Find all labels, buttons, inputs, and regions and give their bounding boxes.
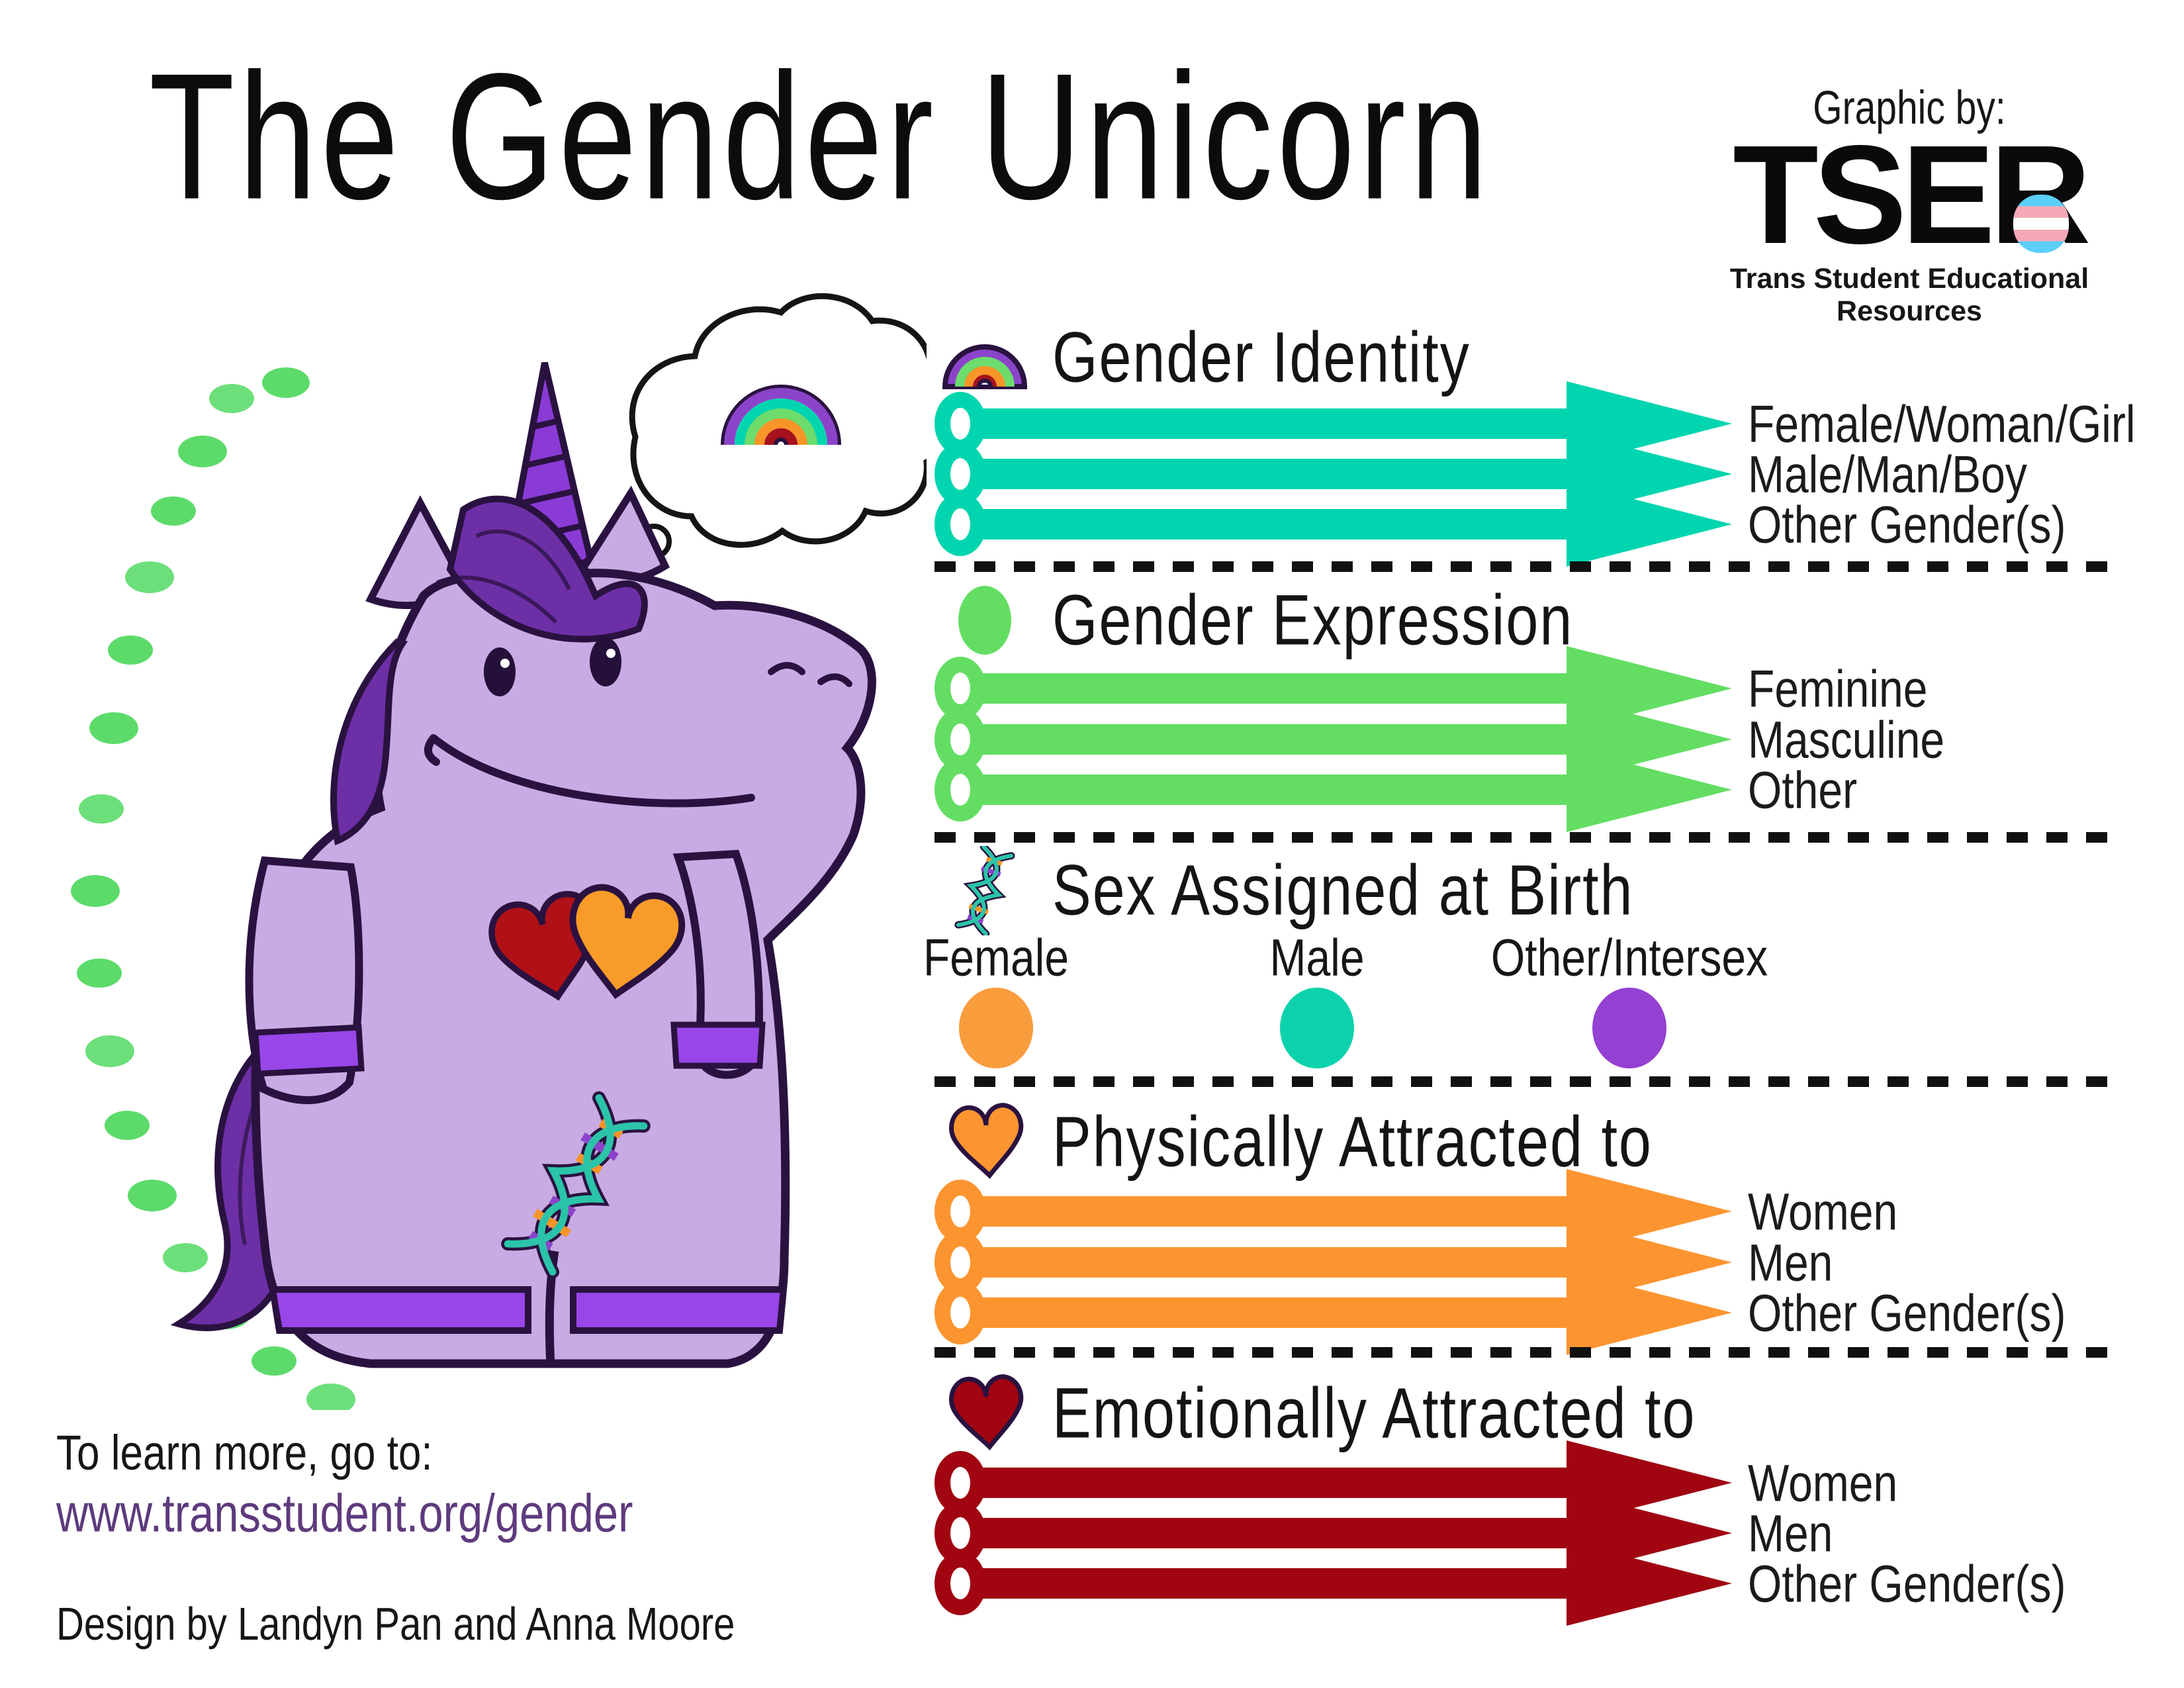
unicorn-arm-left xyxy=(245,856,365,1104)
tser-org-name: Trans Student Educational Resources xyxy=(1729,263,2089,328)
arrow-label: Men xyxy=(1748,1233,1833,1292)
arrow-tail-ring xyxy=(934,708,986,771)
arrow-tail-ring xyxy=(934,492,986,556)
expression-arrow-row: Other xyxy=(934,747,1857,833)
hearts-chest-icon xyxy=(488,884,686,1001)
arrow-label: Other Gender(s) xyxy=(1748,494,2066,554)
section-header-gender-expression: Gender Expression xyxy=(934,580,1574,660)
tser-logo: TSER xyxy=(1711,124,2108,265)
physical-arrow-row: Other Gender(s) xyxy=(934,1270,2066,1356)
male-dot-icon xyxy=(1280,988,1354,1068)
trans-flag-icon xyxy=(2013,195,2069,253)
arrow-label: Other Gender(s) xyxy=(1748,1554,2066,1613)
unicorn-face xyxy=(424,637,852,808)
arrow-shaft xyxy=(968,509,1567,539)
arrow-shaft xyxy=(968,774,1567,805)
arrow-shaft xyxy=(968,1468,1567,1498)
green-dotted-arc xyxy=(71,367,355,1410)
arrow-shaft xyxy=(968,408,1567,439)
mane-strands xyxy=(435,529,571,624)
dark-red-heart-icon xyxy=(934,1370,1035,1456)
tser-credit-block: Graphic by: TSER Trans Student Education… xyxy=(1711,81,2108,328)
unicorn-mane xyxy=(330,495,648,846)
arrow-tail-ring xyxy=(934,1552,986,1615)
arrow-label: Men xyxy=(1748,1503,1833,1563)
arrow-label: Male/Man/Boy xyxy=(1748,444,2027,504)
arrow-head-icon xyxy=(1567,1270,1732,1355)
unicorn-ear-right xyxy=(577,485,670,584)
unicorn-leg-cuffs xyxy=(269,1286,788,1334)
arrow-head-icon xyxy=(1567,1541,1732,1626)
sex-option-label: Male xyxy=(1269,927,1365,987)
arrow-shaft xyxy=(968,673,1567,704)
rainbow-icon xyxy=(934,323,1035,392)
arrow-shaft xyxy=(968,1297,1567,1328)
page-title: The Gender Unicorn xyxy=(149,35,1492,237)
arrow-label: Other Gender(s) xyxy=(1748,1283,2066,1342)
dashed-divider xyxy=(934,1076,2116,1087)
arrow-head-icon xyxy=(1567,482,1732,567)
dashed-divider xyxy=(934,1347,2116,1358)
arrow-shaft xyxy=(968,1568,1567,1599)
orange-heart-icon xyxy=(934,1099,1035,1185)
emotional-arrow-row: Other Gender(s) xyxy=(934,1540,2066,1626)
arrow-shaft xyxy=(968,459,1567,489)
design-credit: Design by Landyn Pan and Anna Moore xyxy=(56,1598,735,1650)
learn-more-label: To learn more, go to: xyxy=(56,1426,433,1481)
arrow-head-icon xyxy=(1567,747,1732,832)
website-link[interactable]: www.transstudent.org/gender xyxy=(56,1483,633,1544)
section-header-physically-attracted: Physically Attracted to xyxy=(934,1102,1653,1182)
dashed-divider xyxy=(934,561,2116,572)
section-title: Emotionally Attracted to xyxy=(1052,1373,1696,1453)
arrow-label: Masculine xyxy=(1748,710,1945,769)
section-header-sex-assigned-at-birth: Sex Assigned at Birth xyxy=(934,845,1634,935)
sex-option-label: Female xyxy=(923,927,1069,987)
sex-option-label: Other/Intersex xyxy=(1490,927,1768,987)
section-title: Physically Attracted to xyxy=(1052,1102,1653,1182)
identity-arrow-row: Other Gender(s) xyxy=(934,481,2066,567)
rainbow-thought-icon xyxy=(721,385,841,445)
arrow-label: Feminine xyxy=(1748,659,1928,718)
dna-icon xyxy=(934,845,1035,935)
arrow-label: Other xyxy=(1748,760,1858,820)
arrow-label: Female/Woman/Girl xyxy=(1748,394,2136,453)
section-header-emotionally-attracted: Emotionally Attracted to xyxy=(934,1373,1696,1453)
section-title: Gender Identity xyxy=(1052,317,1471,397)
emotional-arrow-row: Women xyxy=(934,1440,1897,1526)
intersex-dot-icon xyxy=(1592,988,1666,1068)
section-header-gender-identity: Gender Identity xyxy=(934,317,1471,397)
dna-belly-icon xyxy=(501,1091,651,1279)
unicorn-arm-right xyxy=(670,849,766,1079)
arrow-tail-ring xyxy=(934,758,986,821)
arrow-shaft xyxy=(968,1518,1567,1548)
arrow-shaft xyxy=(968,1247,1567,1278)
dashed-divider xyxy=(934,832,2116,843)
arrow-label: Women xyxy=(1748,1453,1898,1513)
arrow-label: Women xyxy=(1748,1182,1898,1241)
section-title: Gender Expression xyxy=(1052,580,1574,660)
unicorn-illustration xyxy=(71,293,927,1410)
section-title: Sex Assigned at Birth xyxy=(1052,850,1634,930)
arrow-tail-ring xyxy=(934,1281,986,1344)
physical-arrow-row: Women xyxy=(934,1168,1897,1254)
arrow-shaft xyxy=(968,724,1567,755)
female-dot-icon xyxy=(959,988,1033,1068)
arrow-shaft xyxy=(968,1196,1567,1227)
green-circle-icon xyxy=(934,584,1035,657)
graphic-by-label: Graphic by: xyxy=(1813,81,2006,134)
